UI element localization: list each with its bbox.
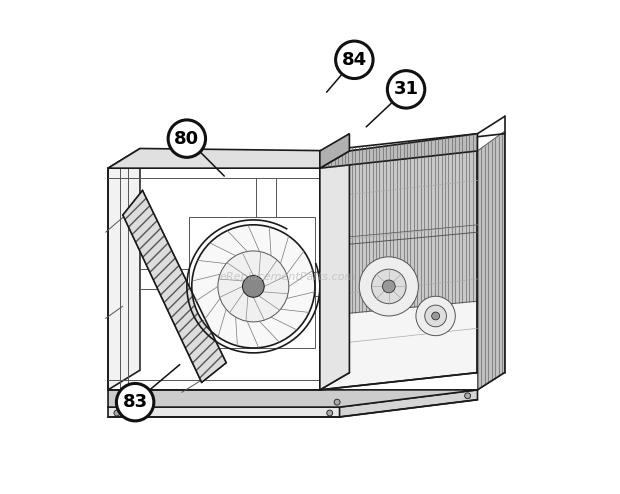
Polygon shape	[320, 151, 477, 390]
Circle shape	[168, 120, 206, 158]
Polygon shape	[108, 407, 340, 417]
Circle shape	[327, 410, 333, 416]
Text: 83: 83	[123, 393, 148, 411]
Polygon shape	[320, 134, 477, 168]
Text: 84: 84	[342, 51, 367, 69]
Polygon shape	[320, 151, 350, 390]
Polygon shape	[477, 131, 505, 390]
Circle shape	[218, 251, 289, 322]
Circle shape	[464, 393, 471, 399]
Circle shape	[334, 399, 340, 405]
Circle shape	[192, 225, 315, 348]
Circle shape	[425, 305, 446, 327]
Polygon shape	[108, 149, 140, 390]
Circle shape	[416, 296, 455, 335]
Circle shape	[114, 410, 120, 416]
Polygon shape	[320, 134, 350, 168]
Text: 31: 31	[394, 81, 418, 98]
Circle shape	[242, 276, 264, 297]
Polygon shape	[108, 149, 350, 168]
Polygon shape	[320, 151, 477, 316]
Polygon shape	[123, 190, 226, 382]
Circle shape	[388, 71, 425, 108]
Text: eReplacementParts.com: eReplacementParts.com	[219, 272, 356, 282]
Polygon shape	[108, 390, 477, 407]
Circle shape	[335, 41, 373, 79]
Text: 80: 80	[174, 129, 200, 148]
Polygon shape	[340, 390, 477, 417]
Circle shape	[359, 257, 418, 316]
Circle shape	[371, 269, 406, 304]
Circle shape	[432, 312, 440, 320]
Circle shape	[383, 280, 395, 293]
Circle shape	[117, 383, 154, 421]
Polygon shape	[325, 159, 347, 387]
